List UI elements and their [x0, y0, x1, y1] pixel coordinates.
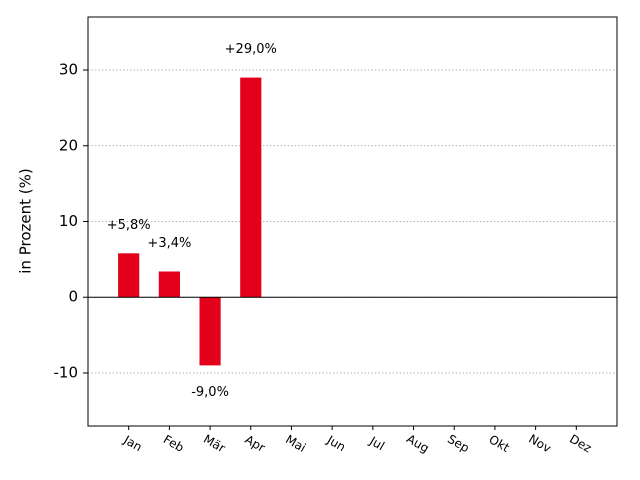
value-label: +5,8% — [107, 218, 151, 233]
y-tick-label: 0 — [68, 288, 78, 306]
x-tick-label: Mai — [283, 432, 308, 455]
y-tick-label: 30 — [59, 61, 78, 79]
x-tick-label: Jun — [324, 432, 348, 454]
value-label: -9,0% — [191, 385, 229, 400]
x-tick-label: Feb — [161, 432, 186, 455]
x-tick-label: Nov — [526, 432, 553, 456]
value-label: +3,4% — [147, 236, 191, 251]
value-label: +29,0% — [225, 42, 277, 57]
x-tick-label: Apr — [243, 432, 268, 455]
y-tick-label: -10 — [54, 363, 79, 381]
x-tick-label: Jan — [121, 432, 145, 454]
x-tick-label: Mär — [201, 432, 228, 455]
bar — [240, 77, 262, 298]
y-tick-label: 10 — [59, 212, 78, 230]
plot-frame — [87, 16, 618, 427]
x-tick-label: Aug — [404, 432, 431, 456]
bar — [158, 271, 180, 298]
bar — [118, 253, 140, 298]
x-tick-label: Jul — [366, 433, 386, 453]
y-axis-label: in Prozent (%) — [17, 168, 35, 273]
bar — [199, 297, 221, 366]
x-tick-label: Sep — [445, 432, 472, 455]
x-tick-label: Dez — [567, 432, 594, 456]
x-tick-label: Okt — [487, 432, 513, 455]
y-tick-label: 20 — [59, 136, 78, 154]
